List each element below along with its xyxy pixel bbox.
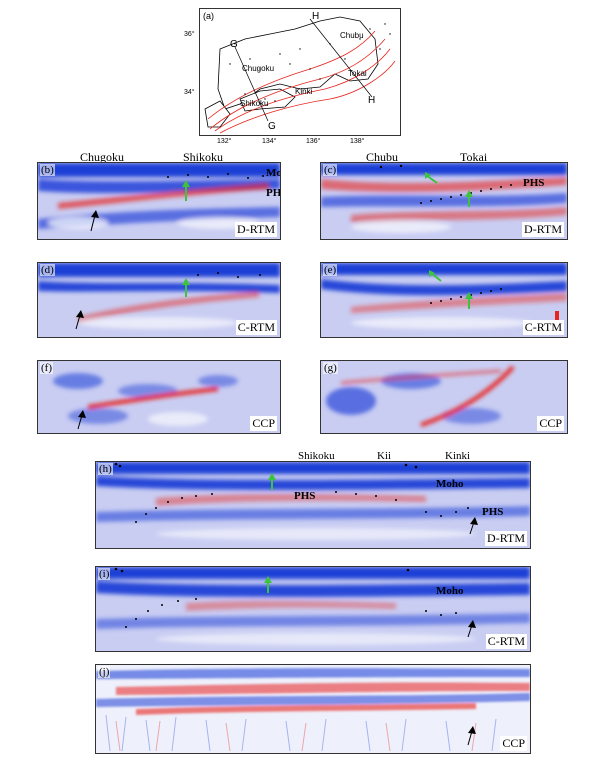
header-kii: Kii xyxy=(377,450,392,462)
panel-f-image xyxy=(53,373,238,430)
lon-tick-134: 134° xyxy=(262,138,277,145)
map-panel: (a) Chugoku Shikoku Kinki Chubu Tokai G … xyxy=(199,8,401,136)
panel-c: (c) PHS D-RTM xyxy=(320,162,568,240)
profile-letter-g2: G xyxy=(268,121,276,132)
panel-b-method: D-RTM xyxy=(235,222,277,237)
lon-tick-132: 132° xyxy=(217,138,232,145)
map-panel-label: (a) xyxy=(203,11,214,21)
region-chugoku: Chugoku xyxy=(242,64,275,73)
panel-g-method: CCP xyxy=(537,416,564,431)
region-kinki: Kinki xyxy=(295,87,313,96)
panel-c-label: (c) xyxy=(323,164,338,176)
panel-d-method: C-RTM xyxy=(235,320,277,335)
panel-g-label: (g) xyxy=(323,362,338,374)
panel-h-phs-1: PHS xyxy=(294,490,316,502)
region-shikoku: Shikoku xyxy=(240,99,269,108)
panel-b-image xyxy=(38,163,280,232)
panel-d-image xyxy=(38,263,280,330)
panel-b-moho: Moho xyxy=(266,167,281,179)
panel-c-image xyxy=(321,163,567,233)
header-tokai: Tokai xyxy=(460,150,488,164)
region-chubu: Chubu xyxy=(340,31,364,40)
panel-d-label: (d) xyxy=(40,264,55,276)
header-shikoku-lower: Shikoku xyxy=(298,450,335,462)
panel-h-phs-2: PHS xyxy=(482,506,504,518)
panel-i-image xyxy=(96,567,530,645)
lat-tick-36: 36° xyxy=(184,31,195,38)
panel-f: (f) CCP xyxy=(37,360,281,434)
panel-j-image xyxy=(96,668,530,752)
panel-h-moho: Moho xyxy=(436,478,464,490)
panel-h-image xyxy=(96,462,530,540)
panel-h-method: D-RTM xyxy=(485,531,527,546)
header-chugoku: Chugoku xyxy=(80,150,125,164)
panel-f-label: (f) xyxy=(40,362,53,374)
panel-f-method: CCP xyxy=(250,416,277,431)
profile-letter-h1: H xyxy=(312,11,320,22)
panel-e-method: C-RTM xyxy=(522,320,564,335)
panel-e: (e) C-RTM xyxy=(320,262,568,338)
panel-b-label: (b) xyxy=(40,164,55,176)
panel-h-label: (h) xyxy=(98,463,113,475)
header-kinki: Kinki xyxy=(445,450,471,462)
panel-g: (g) CCP xyxy=(320,360,568,434)
panel-b-phs: PHS xyxy=(266,187,281,199)
profile-letter-h2: H xyxy=(368,95,376,106)
lat-tick-34: 34° xyxy=(184,89,195,96)
panel-j: (j) CCP xyxy=(95,664,531,754)
panel-i-moho: Moho xyxy=(436,585,464,597)
lon-tick-136: 136° xyxy=(306,138,321,145)
panel-e-image xyxy=(321,263,567,333)
panel-c-method: D-RTM xyxy=(522,222,564,237)
panel-i-method: C-RTM xyxy=(485,634,527,649)
header-shikoku: Shikoku xyxy=(183,150,224,164)
panel-b: (b) Moho PHS D-RTM xyxy=(37,162,281,240)
lon-tick-138: 138° xyxy=(350,138,365,145)
panel-c-phs: PHS xyxy=(523,177,545,189)
panel-h: (h) Moho PHS PHS D-RTM xyxy=(95,461,531,549)
map-graphic xyxy=(204,16,396,134)
panel-j-method: CCP xyxy=(500,736,527,751)
panel-d: (d) C-RTM xyxy=(37,262,281,338)
panel-j-label: (j) xyxy=(98,666,111,678)
profile-letter-g1: G xyxy=(230,39,238,50)
panel-g-image xyxy=(326,365,515,427)
panel-i-label: (i) xyxy=(98,568,111,580)
region-tokai: Tokai xyxy=(348,69,367,78)
header-chubu: Chubu xyxy=(366,150,399,164)
panel-e-label: (e) xyxy=(323,264,338,276)
panel-i: (i) Moho C-RTM xyxy=(95,566,531,652)
